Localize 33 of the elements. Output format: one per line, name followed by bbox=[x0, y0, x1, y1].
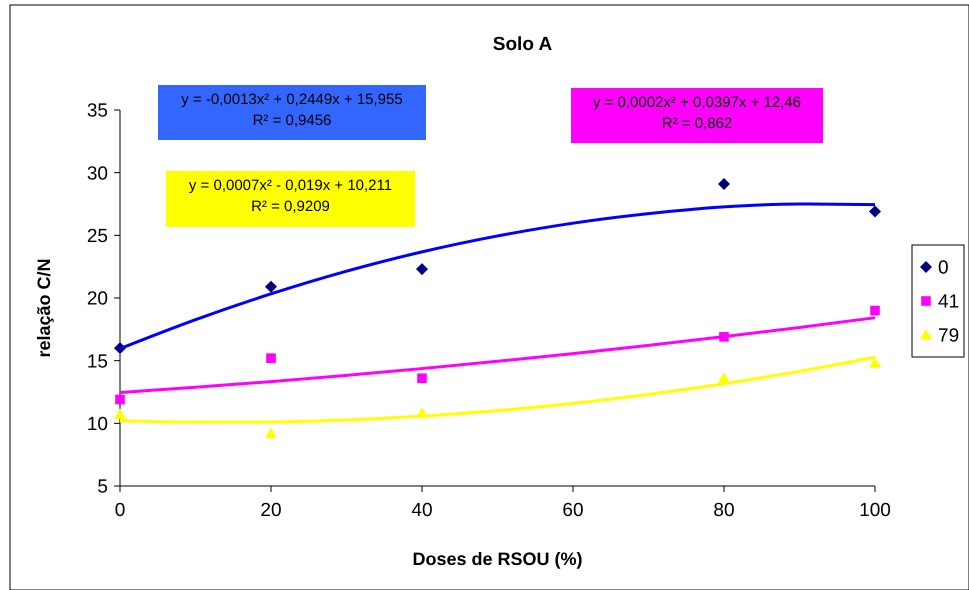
x-axis-title: Doses de RSOU (%) bbox=[412, 549, 583, 569]
y-tick-label: 30 bbox=[86, 163, 108, 184]
x-tick-label: 0 bbox=[114, 500, 126, 521]
point bbox=[266, 353, 276, 363]
point bbox=[114, 408, 126, 420]
x-tick-label: 60 bbox=[562, 500, 584, 521]
y-tick-label: 10 bbox=[86, 414, 108, 435]
x-tick-label: 100 bbox=[859, 500, 891, 521]
y-tick-label: 5 bbox=[97, 476, 108, 498]
x-tick-label: 20 bbox=[260, 500, 282, 521]
chart-title: Solo A bbox=[492, 34, 553, 55]
point bbox=[265, 280, 277, 293]
y-axis-title: relação C/N bbox=[34, 258, 54, 358]
legend-label: 79 bbox=[938, 326, 960, 347]
point bbox=[869, 206, 881, 218]
x-tick-label: 80 bbox=[713, 500, 735, 521]
point bbox=[416, 263, 428, 276]
annotation: y = 0,0007x² - 0,019x + 10,211 R² = 0,9209 bbox=[188, 177, 392, 215]
y-tick-label: 15 bbox=[86, 351, 108, 372]
point bbox=[718, 178, 730, 190]
point bbox=[417, 373, 427, 384]
x-tick-label: 40 bbox=[411, 500, 433, 521]
annotation: y = 0,0002x² + 0,0397x + 12,46 R² = 0,862 bbox=[592, 94, 802, 132]
y-tick-label: 20 bbox=[86, 288, 108, 310]
point bbox=[115, 394, 125, 404]
y-tick-label: 25 bbox=[86, 226, 108, 247]
legend-label: 41 bbox=[938, 292, 960, 313]
legend-label: 0 bbox=[938, 258, 949, 279]
point bbox=[870, 306, 880, 316]
annotation: y = -0,0013x² + 0,2449x + 15,955 R² = 0,9456 bbox=[181, 91, 403, 129]
point bbox=[869, 357, 881, 368]
y-tick-label: 35 bbox=[86, 100, 108, 122]
point bbox=[265, 427, 277, 438]
